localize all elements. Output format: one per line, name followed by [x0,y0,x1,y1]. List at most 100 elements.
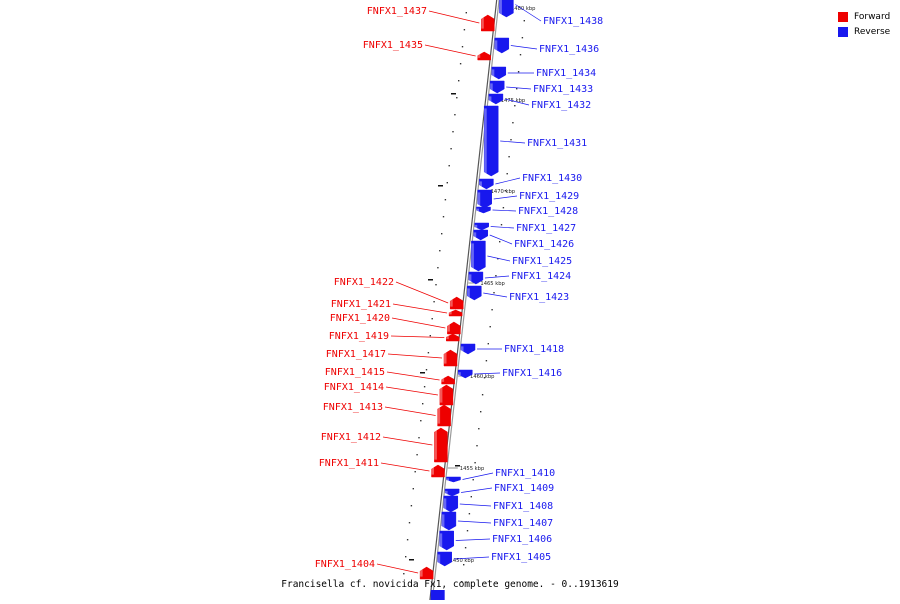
minor-tick [499,241,501,243]
gene-arrow [443,349,458,367]
gene-arrow [458,369,473,379]
gene-arrow [434,427,448,463]
gene-label: FNFX1_1420 [330,313,390,324]
gene-arrow [446,333,460,342]
gene-label: FNFX1_1428 [518,206,578,217]
gene-highlight [468,274,472,282]
minor-tick [468,513,471,515]
gene-label: FNFX1_1419 [329,331,389,342]
gene-label: FNFX1_1436 [539,44,599,55]
backbone-line [431,0,500,604]
gene-label: FNFX1_1416 [502,368,562,379]
minor-tick [500,224,503,226]
gene-leader [483,292,508,298]
gene-highlight [439,533,443,548]
gene-highlight [443,498,447,510]
gene-leader [395,281,449,304]
minor-tick [423,386,426,388]
minor-tick [459,63,462,65]
gene-arrow [474,222,489,231]
minor-tick [444,199,447,201]
gene-highlight [488,96,492,102]
gene-leader [510,45,538,50]
gene-arrow [443,495,459,513]
gene-label: FNFX1_1426 [514,239,574,250]
gene-arrow [488,93,504,105]
minor-tick [476,445,478,447]
minor-tick [485,360,488,362]
gene-label: FNFX1_1413 [323,402,383,413]
gene-label: FNFX1_1431 [527,138,587,149]
gene-highlight [447,324,450,332]
gene-label: FNFX1_1417 [326,349,386,360]
minor-tick [493,292,495,294]
gene-label: FNFX1_1437 [367,6,427,17]
legend-label-reverse: Reverse [854,26,891,37]
minor-tick [463,564,465,566]
gene-arrow [473,229,488,241]
gene-label: FNFX1_1435 [363,40,423,51]
gene-highlight [494,40,498,51]
gene-arrow [437,404,451,427]
minor-tick [409,559,414,561]
minor-tick [480,411,482,413]
minor-tick [506,173,508,175]
scale-tick-label: 1470 kbp [491,189,516,195]
gene-highlight [449,311,452,315]
gene-arrow [489,80,505,94]
gene-highlight [446,335,449,340]
gene-label: FNFX1_1423 [509,292,569,303]
gene-arrow [441,375,455,385]
gene-arrow [439,384,454,406]
gene-label: FNFX1_1433 [533,84,593,95]
gene-arrow [494,37,510,54]
minor-tick [483,377,486,379]
gene-arrow [483,105,499,177]
genome-title: Francisella cf. novicida Fx1, complete g… [281,579,619,590]
forward-swatch [838,11,848,22]
minor-tick [523,20,525,22]
minor-tick [465,12,467,14]
gene-leader [490,226,515,229]
gene-highlight [431,467,434,475]
minor-tick [502,207,505,209]
gene-leader [385,386,438,396]
gene-leader [392,303,448,314]
gene-leader [384,406,436,416]
gene-leader [457,520,492,524]
gene-leader [382,436,433,446]
gene-highlight [491,69,495,77]
gene-label: FNFX1_1424 [511,271,571,282]
gene-highlight [450,299,453,307]
gene-leader [424,44,476,57]
gene-arrow [479,178,494,190]
gene-leader [487,255,511,262]
minor-tick [456,97,458,99]
gene-arrow [441,511,457,531]
gene-label: FNFX1_1409 [494,483,554,494]
minor-tick [406,539,409,541]
minor-tick [519,54,522,56]
gene-arrow [471,240,486,272]
minor-tick [428,279,433,281]
gene-highlight [445,490,448,495]
minor-tick [450,148,452,150]
gene-label: FNFX1_1415 [325,367,385,378]
gene-leader [493,195,518,200]
minor-tick [405,556,407,558]
gene-arrow [477,51,491,61]
minor-tick [414,471,416,473]
minor-tick [418,437,420,439]
gene-label: FNFX1_1434 [536,68,596,79]
gene-arrow [447,321,461,335]
gene-arrow [419,566,434,580]
gene-highlight [473,232,477,238]
gene-leader [391,317,446,329]
minor-tick [442,216,445,218]
minor-tick [455,465,460,467]
gene-label: FNFX1_1432 [531,100,591,111]
gene-arrow [467,285,482,301]
gene-leader [489,234,513,245]
minor-tick [410,505,413,507]
